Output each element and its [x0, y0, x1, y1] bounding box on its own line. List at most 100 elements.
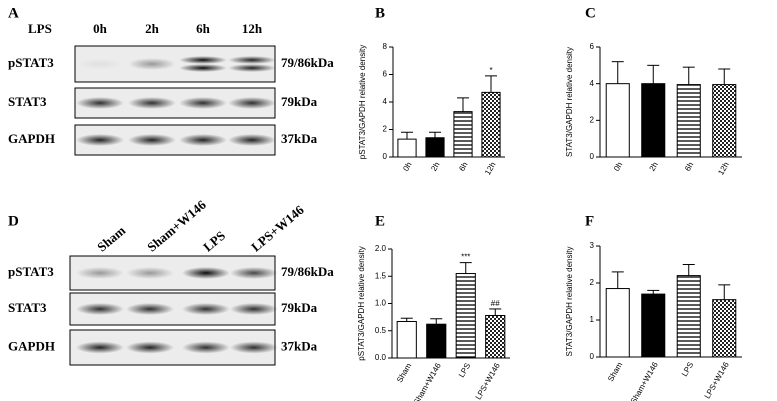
blot-band: [182, 267, 230, 279]
x-tick-label: 0h: [401, 161, 413, 173]
treatment-label: LPS: [28, 21, 52, 36]
blot-band: [128, 58, 176, 70]
blot-band: [126, 267, 174, 279]
y-tick-label: 0: [590, 152, 595, 161]
lane-label: Sham+W146: [144, 197, 209, 255]
y-axis-label: STAT3/GAPDH relative density: [565, 47, 574, 157]
panel-letter: D: [8, 213, 19, 229]
significance-label: ##: [491, 299, 500, 308]
size-label: 79/86kDa: [281, 55, 334, 70]
x-tick-label: Sham+W146: [412, 361, 443, 401]
bar: [426, 323, 447, 359]
panel-letter: B: [375, 5, 385, 21]
blot-band: [76, 58, 124, 70]
y-tick-label: 0: [590, 352, 595, 361]
bar: [676, 275, 701, 358]
bar: [485, 314, 506, 359]
x-tick-label: 2h: [429, 161, 441, 173]
bar: [453, 111, 473, 158]
bar: [641, 83, 666, 158]
blot-band: [228, 56, 276, 64]
row-label: STAT3: [8, 94, 47, 109]
bar: [605, 288, 630, 358]
significance-label: ***: [461, 253, 470, 262]
blot-band: [230, 267, 278, 279]
blot-band: [76, 341, 124, 354]
bar: [425, 137, 445, 158]
blot-band: [228, 64, 276, 72]
size-label: 37kDa: [281, 131, 318, 146]
y-tick-label: 2.0: [375, 244, 387, 253]
lane-label: 6h: [196, 21, 211, 36]
size-label: 79kDa: [281, 300, 318, 315]
y-tick-label: 2: [383, 125, 388, 134]
row-label: GAPDH: [8, 338, 55, 353]
bar: [712, 84, 737, 158]
y-tick-label: 4: [383, 97, 388, 106]
blot-band: [126, 341, 174, 354]
bar: [396, 320, 417, 359]
bar: [455, 273, 476, 359]
x-tick-label: Sham: [395, 361, 413, 384]
panel-letter: A: [8, 5, 19, 21]
size-label: 79/86kDa: [281, 264, 334, 279]
blot-band: [76, 97, 124, 109]
bar: [481, 91, 501, 158]
row-label: pSTAT3: [8, 55, 54, 70]
lane-label: 0h: [93, 21, 108, 36]
y-axis-label: STAT3/GAPDH relative density: [565, 247, 574, 357]
blot-band: [182, 303, 230, 315]
row-label: pSTAT3: [8, 264, 54, 279]
y-tick-label: 1: [590, 315, 595, 324]
lane-label: 2h: [145, 21, 160, 36]
x-tick-label: 6h: [457, 161, 469, 173]
y-tick-label: 1.0: [375, 299, 387, 308]
bar: [397, 138, 417, 158]
row-label: GAPDH: [8, 131, 55, 146]
x-tick-label: LPS+W146: [474, 361, 502, 401]
x-tick-label: Sham: [606, 360, 624, 383]
y-tick-label: 4: [590, 79, 595, 88]
y-tick-label: 0.5: [375, 326, 387, 335]
x-tick-label: 12h: [716, 161, 730, 177]
lane-label: 12h: [242, 21, 263, 36]
blot-band: [230, 303, 278, 315]
x-tick-label: LPS: [457, 362, 472, 380]
blot-band: [179, 134, 227, 146]
panel-letter: C: [585, 5, 596, 21]
bar: [605, 83, 630, 158]
blot-band: [179, 56, 227, 64]
y-tick-label: 6: [590, 42, 595, 51]
row-label: STAT3: [8, 300, 47, 315]
y-tick-label: 0: [383, 152, 388, 161]
bar: [641, 293, 666, 358]
blot-band: [179, 64, 227, 72]
y-tick-label: 2: [590, 278, 595, 287]
y-tick-label: 3: [590, 241, 595, 250]
y-tick-label: 6: [383, 70, 388, 79]
y-tick-label: 0.0: [375, 353, 387, 362]
x-tick-label: LPS: [680, 361, 695, 379]
y-tick-label: 2: [590, 115, 595, 124]
blot-band: [128, 134, 176, 146]
x-tick-label: 0h: [612, 161, 624, 173]
size-label: 79kDa: [281, 94, 318, 109]
panel-letter: F: [585, 213, 594, 229]
x-tick-label: LPS+W146: [703, 360, 731, 400]
blot-band: [179, 97, 227, 109]
x-tick-label: Sham+W146: [629, 360, 660, 401]
lane-label: LPS: [200, 228, 228, 255]
blot-band: [128, 97, 176, 109]
x-tick-label: 2h: [648, 161, 660, 173]
blot-band: [76, 134, 124, 146]
bar: [676, 84, 701, 158]
lane-label: Sham: [94, 223, 128, 255]
y-tick-label: 1.5: [375, 271, 387, 280]
y-axis-label: pSTAT3/GAPDH relative density: [358, 45, 367, 159]
blot-band: [76, 267, 124, 279]
blot-band: [228, 134, 276, 146]
blot-band: [182, 341, 230, 354]
significance-label: *: [489, 66, 492, 75]
blot-band: [230, 341, 278, 354]
